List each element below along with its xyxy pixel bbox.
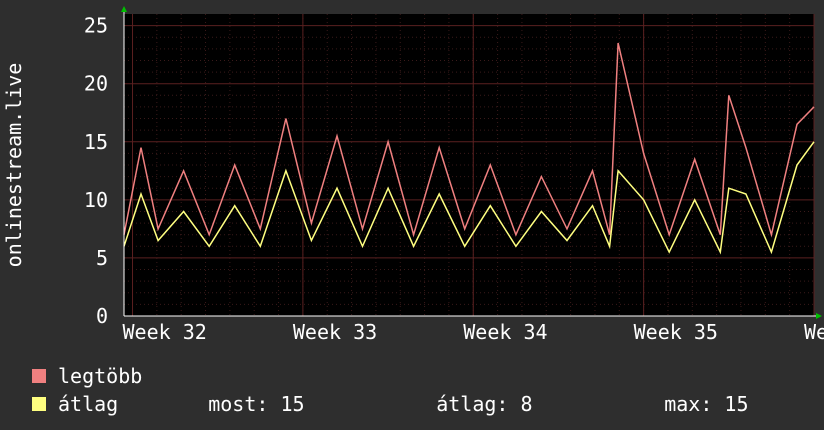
y-axis-arrow [121,6,127,12]
legend-label-avg: átlag [58,392,119,416]
y-axis-label: onlinestream.live [2,63,26,268]
y-tick-label: 20 [84,72,108,96]
legend: legtöbb átlag most: 15 átlag: 8 max: 15 [32,362,822,418]
legend-swatch-avg [32,397,46,411]
x-tick-label: Week 34 [463,320,547,344]
stat-average: átlag: 8 [436,392,533,416]
axes [121,6,822,319]
series-line-1 [123,141,815,255]
y-tick-label: 10 [84,188,108,212]
y-tick-label: 5 [96,246,108,270]
legend-label-max: legtöbb [58,364,143,388]
x-axis-arrow [816,313,822,319]
legend-swatch-max [32,369,46,383]
grid-lines [124,14,815,316]
x-tick-label: Week 32 [123,320,207,344]
legend-stats: most: 15 átlag: 8 max: 15 [208,390,748,418]
x-tick-label: Week 33 [293,320,377,344]
x-tick-labels: Week 32 Week 33 Week 34 Week 35 Week 36 [123,320,824,344]
series-layer [123,42,815,255]
legend-row-max: legtöbb [32,362,822,390]
x-tick-label: Week 35 [634,320,718,344]
stat-now: most: 15 [208,392,305,416]
y-tick-label: 0 [96,304,108,328]
y-tick-label: 25 [84,14,108,38]
y-tick-label: 15 [84,130,108,154]
legend-row-avg: átlag most: 15 átlag: 8 max: 15 [32,390,822,418]
x-tick-label: Week 36 [804,320,824,344]
series-line-0 [123,42,815,238]
y-tick-labels: 0 5 10 15 20 25 [84,14,108,328]
stat-max: max: 15 [664,392,749,416]
